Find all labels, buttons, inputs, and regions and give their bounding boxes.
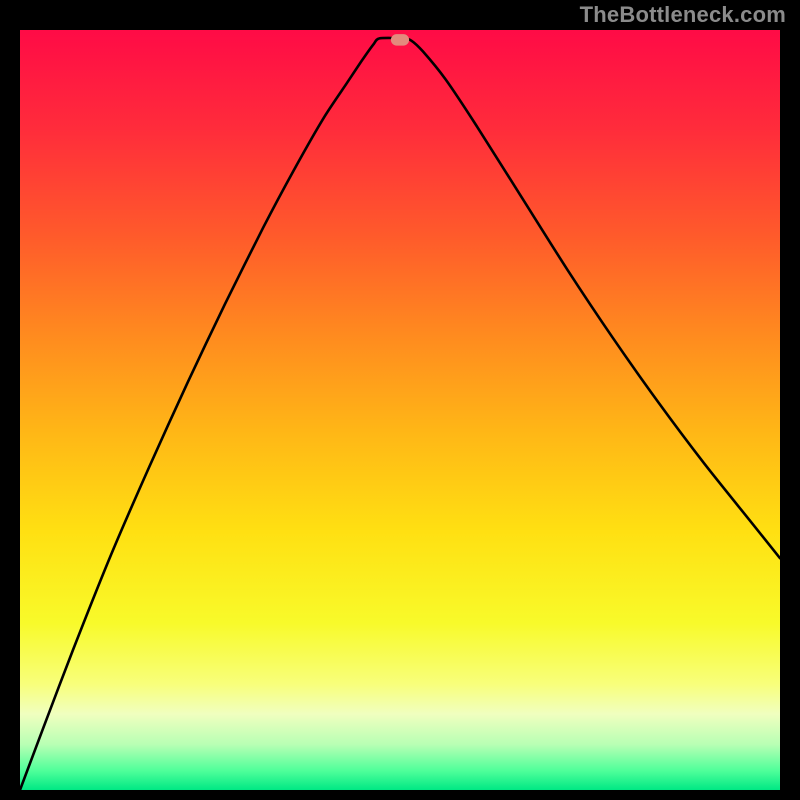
chart-frame: TheBottleneck.com bbox=[0, 0, 800, 800]
watermark-text: TheBottleneck.com bbox=[580, 2, 786, 28]
bottleneck-chart-svg bbox=[20, 30, 780, 790]
plot-area bbox=[20, 30, 780, 790]
optimal-point-marker bbox=[391, 34, 409, 45]
gradient-backdrop bbox=[20, 30, 780, 790]
